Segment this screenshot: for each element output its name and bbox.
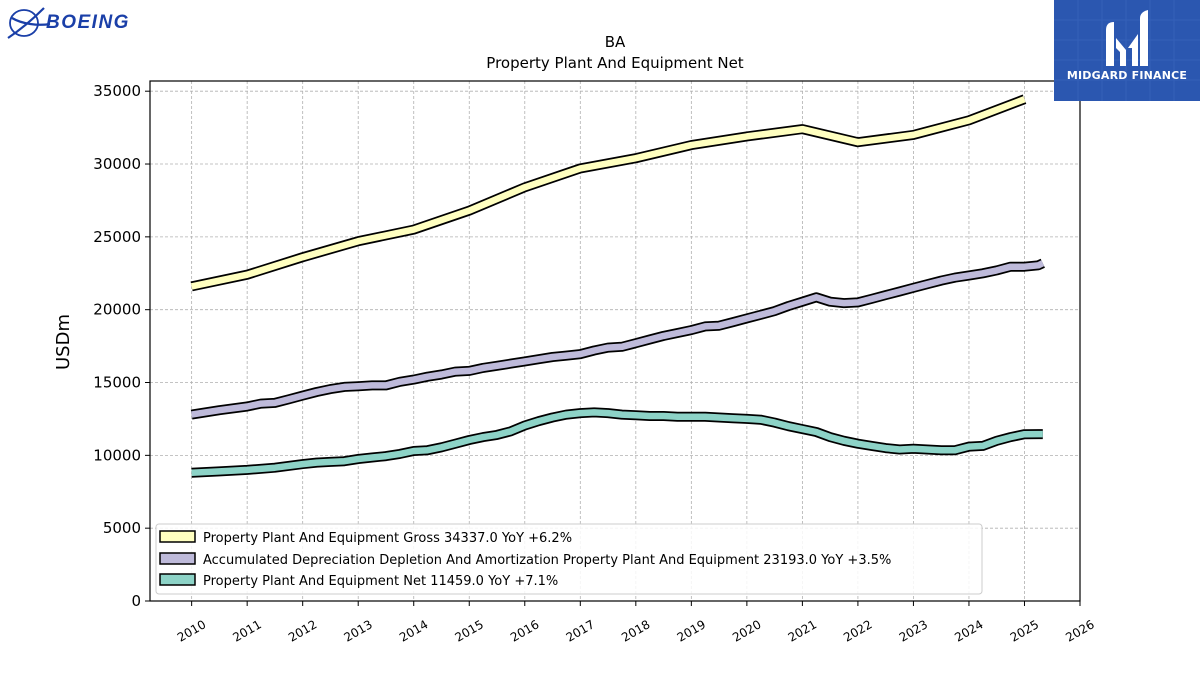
y-tick-label: 25000 bbox=[93, 228, 141, 246]
legend: Property Plant And Equipment Gross 34337… bbox=[155, 523, 983, 595]
x-tick-label: 2024 bbox=[952, 617, 985, 644]
legend-swatch-net bbox=[159, 573, 196, 586]
x-tick-label: 2025 bbox=[1008, 617, 1041, 644]
x-axis: 2010 2011 2012 2013 2014 2015 2016 2017 2018 2019… bbox=[175, 601, 1097, 645]
x-tick-label: 2011 bbox=[230, 617, 263, 644]
y-tick-label: 10000 bbox=[93, 446, 141, 464]
legend-swatch-gross bbox=[159, 530, 196, 543]
chart-title: BA bbox=[605, 33, 626, 51]
boeing-logo: BOEING bbox=[4, 4, 174, 44]
y-tick-label: 15000 bbox=[93, 374, 141, 392]
x-tick-label: 2013 bbox=[341, 617, 374, 644]
series-fill bbox=[191, 409, 1043, 477]
x-tick-label: 2016 bbox=[508, 617, 541, 644]
legend-label-net: Property Plant And Equipment Net 11459.0… bbox=[203, 574, 558, 589]
x-tick-label: 2018 bbox=[619, 617, 652, 644]
midgard-m-icon bbox=[1106, 10, 1148, 66]
legend-label-depreciation: Accumulated Depreciation Depletion And A… bbox=[203, 553, 891, 568]
series-fill bbox=[190, 96, 1026, 290]
x-tick-label: 2026 bbox=[1063, 617, 1096, 644]
series-line-depreciation bbox=[190, 258, 1045, 420]
series-layer bbox=[190, 94, 1045, 478]
x-tick-label: 2021 bbox=[786, 617, 819, 644]
series-line-net bbox=[191, 407, 1044, 478]
y-tick-label: 0 bbox=[131, 592, 141, 610]
x-tick-label: 2010 bbox=[175, 617, 208, 644]
series-outline bbox=[190, 94, 1027, 292]
y-tick-label: 20000 bbox=[93, 301, 141, 319]
boeing-wordmark: BOEING bbox=[46, 12, 130, 33]
x-tick-label: 2022 bbox=[841, 617, 874, 644]
x-tick-label: 2023 bbox=[897, 617, 930, 644]
midgard-wordmark: MIDGARD FINANCE bbox=[1066, 69, 1188, 82]
x-tick-label: 2012 bbox=[286, 617, 319, 644]
y-tick-label: 30000 bbox=[93, 155, 141, 173]
series-fill bbox=[191, 260, 1045, 418]
chart-subtitle: Property Plant And Equipment Net bbox=[486, 54, 743, 72]
boeing-globe-icon bbox=[7, 7, 51, 39]
series-line-gross bbox=[190, 94, 1027, 292]
y-axis-label: USDm bbox=[53, 314, 74, 370]
y-tick-label: 35000 bbox=[93, 82, 141, 100]
x-tick-label: 2014 bbox=[397, 617, 430, 644]
x-tick-label: 2020 bbox=[730, 617, 763, 644]
x-tick-label: 2017 bbox=[564, 617, 597, 644]
x-tick-label: 2019 bbox=[675, 617, 708, 644]
y-axis: 0 5000 10000 15000 20000 25000 30000 35000 bbox=[93, 82, 150, 610]
legend-swatch-depreciation bbox=[159, 552, 196, 565]
x-tick-label: 2015 bbox=[453, 617, 486, 644]
legend-box bbox=[155, 523, 983, 595]
plot-frame bbox=[149, 80, 1081, 602]
y-tick-label: 5000 bbox=[103, 519, 141, 537]
midgard-finance-logo: MIDGARD FINANCE bbox=[1054, 0, 1200, 101]
legend-label-gross: Property Plant And Equipment Gross 34337… bbox=[203, 531, 572, 546]
